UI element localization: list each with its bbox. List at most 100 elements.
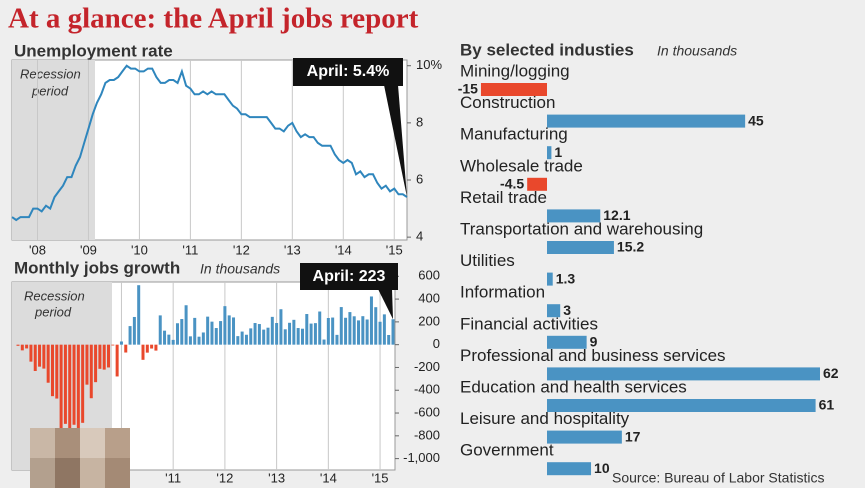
x-tick-label: '13 [284, 242, 301, 257]
bar [50, 344, 54, 397]
blurred-avatar [30, 428, 130, 488]
bar [180, 319, 184, 345]
category-label: Transportation and warehousing [460, 219, 703, 238]
bar [318, 311, 322, 345]
value-label: 17 [625, 428, 641, 444]
y-tick-label: 0 [433, 336, 440, 351]
bar [300, 328, 304, 345]
bar [150, 344, 154, 349]
bar [76, 344, 80, 439]
bar [29, 344, 33, 362]
x-tick-label: '11 [182, 242, 198, 257]
bar [16, 344, 20, 346]
bar [175, 323, 179, 345]
bar [547, 272, 553, 286]
bar [305, 314, 309, 345]
bar [132, 316, 136, 345]
bar [42, 344, 46, 369]
bar [94, 344, 98, 383]
bar [145, 344, 149, 353]
y-tick-label: -600 [414, 404, 440, 419]
bar [369, 296, 373, 345]
bar [249, 328, 253, 345]
category-label: Information [460, 283, 545, 302]
category-label: Professional and business services [460, 346, 726, 365]
value-label: 1 [554, 144, 562, 160]
x-tick-label: '12 [216, 470, 233, 485]
chart-title: Monthly jobs growth [14, 258, 180, 277]
shade-label: period [34, 304, 72, 319]
bar [171, 339, 175, 345]
bar [107, 344, 111, 368]
bar [167, 334, 171, 345]
bar [331, 317, 335, 345]
source: Source: Bureau of Labor Statistics [612, 470, 824, 486]
bar [387, 334, 391, 345]
bar [344, 317, 348, 345]
bar [227, 315, 231, 345]
bar [361, 316, 365, 345]
value-label: 3 [563, 302, 571, 318]
y-tick-label: 200 [418, 313, 440, 328]
bar [111, 344, 115, 346]
x-tick-label: '09 [80, 242, 97, 257]
category-label: Leisure and hospitality [460, 409, 630, 428]
bar [89, 344, 93, 399]
bar [163, 330, 167, 345]
avatar-pixel [30, 458, 55, 488]
bar [154, 344, 158, 351]
x-tick-label: '14 [335, 242, 352, 257]
bar [547, 209, 601, 223]
x-tick-label: '15 [386, 242, 403, 257]
category-label: Mining/logging [460, 61, 570, 80]
avatar-pixel [80, 428, 105, 458]
bar [547, 335, 587, 349]
bar [391, 319, 395, 345]
bar [197, 336, 201, 345]
callout-box [300, 263, 398, 290]
avatar-pixel [55, 428, 80, 458]
y-tick-label: -200 [414, 359, 440, 374]
y-tick-label: 600 [418, 268, 440, 283]
shade-label: period [31, 83, 69, 98]
callout-text: April: 223 [313, 268, 386, 285]
bar [128, 326, 132, 345]
bar [335, 334, 339, 345]
line [11, 64, 408, 222]
bar [244, 334, 248, 345]
bar [232, 317, 236, 345]
bar [547, 430, 622, 444]
value-label: -4.5 [500, 176, 524, 192]
bar [348, 312, 352, 345]
y-tick-label: 400 [418, 291, 440, 306]
bar [210, 321, 214, 345]
bar [236, 336, 240, 345]
chart-title: Unemployment rate [14, 41, 173, 60]
value-label: 9 [590, 334, 598, 350]
bar [214, 328, 218, 345]
bar [270, 316, 274, 345]
x-tick-label: '13 [268, 470, 285, 485]
value-label: 12.1 [603, 207, 630, 223]
avatar-pixel [80, 458, 105, 488]
x-tick-label: '11 [165, 470, 181, 485]
value-label: 10 [594, 460, 610, 476]
value-label: 1.3 [556, 270, 576, 286]
avatar-pixel [105, 428, 130, 458]
page-title: At a glance: the April jobs report [8, 3, 419, 35]
value-label: 62 [823, 365, 839, 381]
bar [98, 344, 102, 369]
callout-pointer [384, 85, 407, 198]
bar [72, 344, 76, 425]
value-label: 61 [819, 397, 835, 413]
bar [322, 339, 326, 345]
bar [193, 317, 197, 345]
bar [547, 304, 561, 318]
x-tick-label: '14 [320, 470, 337, 485]
y-tick-label: -800 [414, 427, 440, 442]
bar [137, 285, 141, 345]
bar [352, 316, 356, 345]
bar [81, 344, 85, 423]
